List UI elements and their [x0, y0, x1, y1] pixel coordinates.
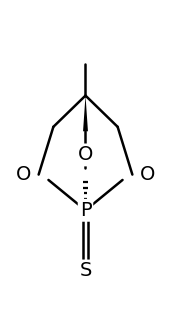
Text: O: O	[139, 165, 155, 184]
Text: O: O	[16, 165, 32, 184]
Text: S: S	[79, 262, 92, 281]
Polygon shape	[83, 96, 88, 131]
Text: O: O	[78, 145, 93, 164]
Text: P: P	[80, 201, 91, 220]
